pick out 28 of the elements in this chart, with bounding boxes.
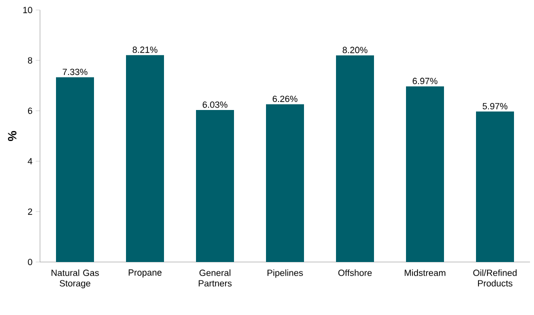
data-label: 5.97% — [482, 103, 508, 110]
x-tick-label: Natural Gas Storage — [52, 269, 99, 288]
data-label: 7.33% — [62, 68, 88, 76]
x-tick-label: General Partners — [198, 269, 232, 286]
y-tick-label: 10 — [23, 6, 32, 14]
x-tick-label: Oil/Refined Products — [473, 269, 517, 286]
bar — [126, 55, 164, 262]
x-tick-label: Propane — [128, 269, 162, 278]
bar — [406, 86, 444, 262]
data-label: 6.03% — [202, 101, 228, 108]
data-label: 6.26% — [272, 96, 298, 102]
bar — [266, 104, 304, 262]
y-axis-title: % — [8, 131, 16, 142]
y-tick-label: 2 — [28, 208, 32, 215]
y-tick-label: 4 — [28, 158, 32, 164]
data-label: 8.21% — [132, 46, 158, 53]
x-tick-label: Offshore — [338, 269, 372, 276]
bar — [56, 77, 94, 262]
x-tick-label: Pipelines — [268, 269, 303, 278]
bar — [196, 110, 234, 262]
data-label: 6.97% — [412, 78, 438, 84]
y-tick-label: 8 — [28, 57, 32, 64]
bar — [476, 112, 514, 262]
y-tick-label: 0 — [28, 258, 32, 266]
bar — [336, 55, 374, 262]
y-tick-label: 6 — [28, 108, 32, 114]
x-tick-label: Midstream — [404, 269, 446, 276]
data-label: 8.20% — [342, 46, 368, 54]
